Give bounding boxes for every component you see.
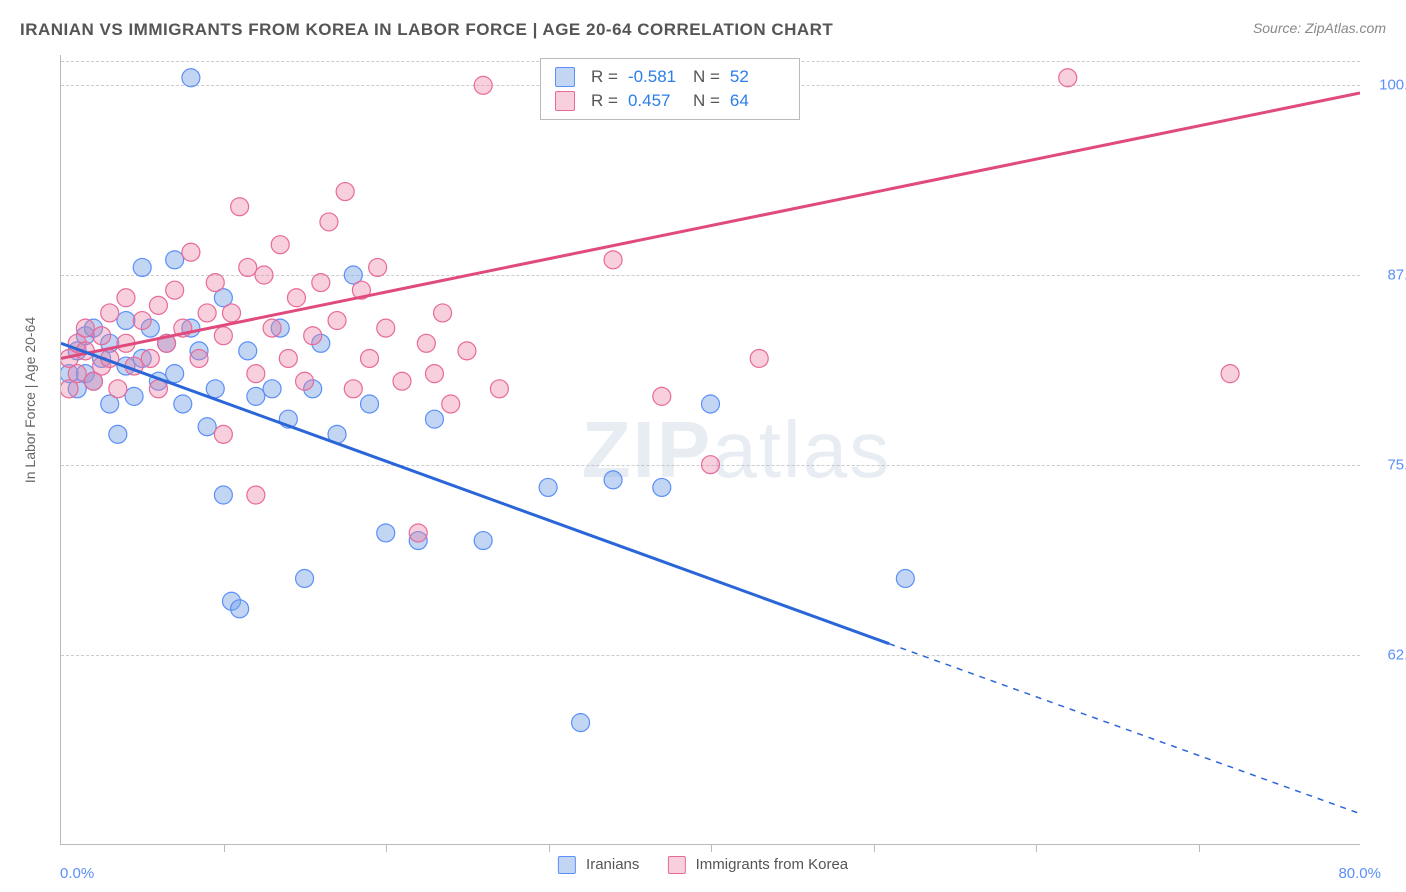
stats-row-2: R = 0.457 N = 64 — [555, 89, 785, 113]
stat-r1: -0.581 — [628, 67, 683, 87]
y-tick-label: 62.5% — [1387, 647, 1406, 664]
chart-title: IRANIAN VS IMMIGRANTS FROM KOREA IN LABO… — [20, 20, 833, 40]
swatch-pink-icon — [555, 91, 575, 111]
stat-n2: 64 — [730, 91, 785, 111]
swatch-blue-icon — [555, 67, 575, 87]
swatch-blue-icon — [558, 856, 576, 874]
legend-item-2: Immigrants from Korea — [667, 856, 848, 874]
x-max-label: 80.0% — [1338, 865, 1381, 882]
legend-item-1: Iranians — [558, 856, 640, 874]
plot-area: ZIPatlas 62.5%75.0%87.5%100.0% — [60, 55, 1360, 845]
chart-svg — [61, 55, 1360, 844]
source-label: Source: ZipAtlas.com — [1253, 20, 1386, 36]
legend: Iranians Immigrants from Korea — [558, 856, 848, 874]
stats-box: R = -0.581 N = 52 R = 0.457 N = 64 — [540, 58, 800, 120]
stat-r2: 0.457 — [628, 91, 683, 111]
stat-n1: 52 — [730, 67, 785, 87]
x-min-label: 0.0% — [60, 865, 94, 882]
y-tick-label: 100.0% — [1379, 77, 1406, 94]
stats-row-1: R = -0.581 N = 52 — [555, 65, 785, 89]
y-axis-label: In Labor Force | Age 20-64 — [22, 317, 38, 483]
y-tick-label: 87.5% — [1387, 267, 1406, 284]
swatch-pink-icon — [667, 856, 685, 874]
title-bar: IRANIAN VS IMMIGRANTS FROM KOREA IN LABO… — [20, 20, 1386, 40]
y-tick-label: 75.0% — [1387, 457, 1406, 474]
